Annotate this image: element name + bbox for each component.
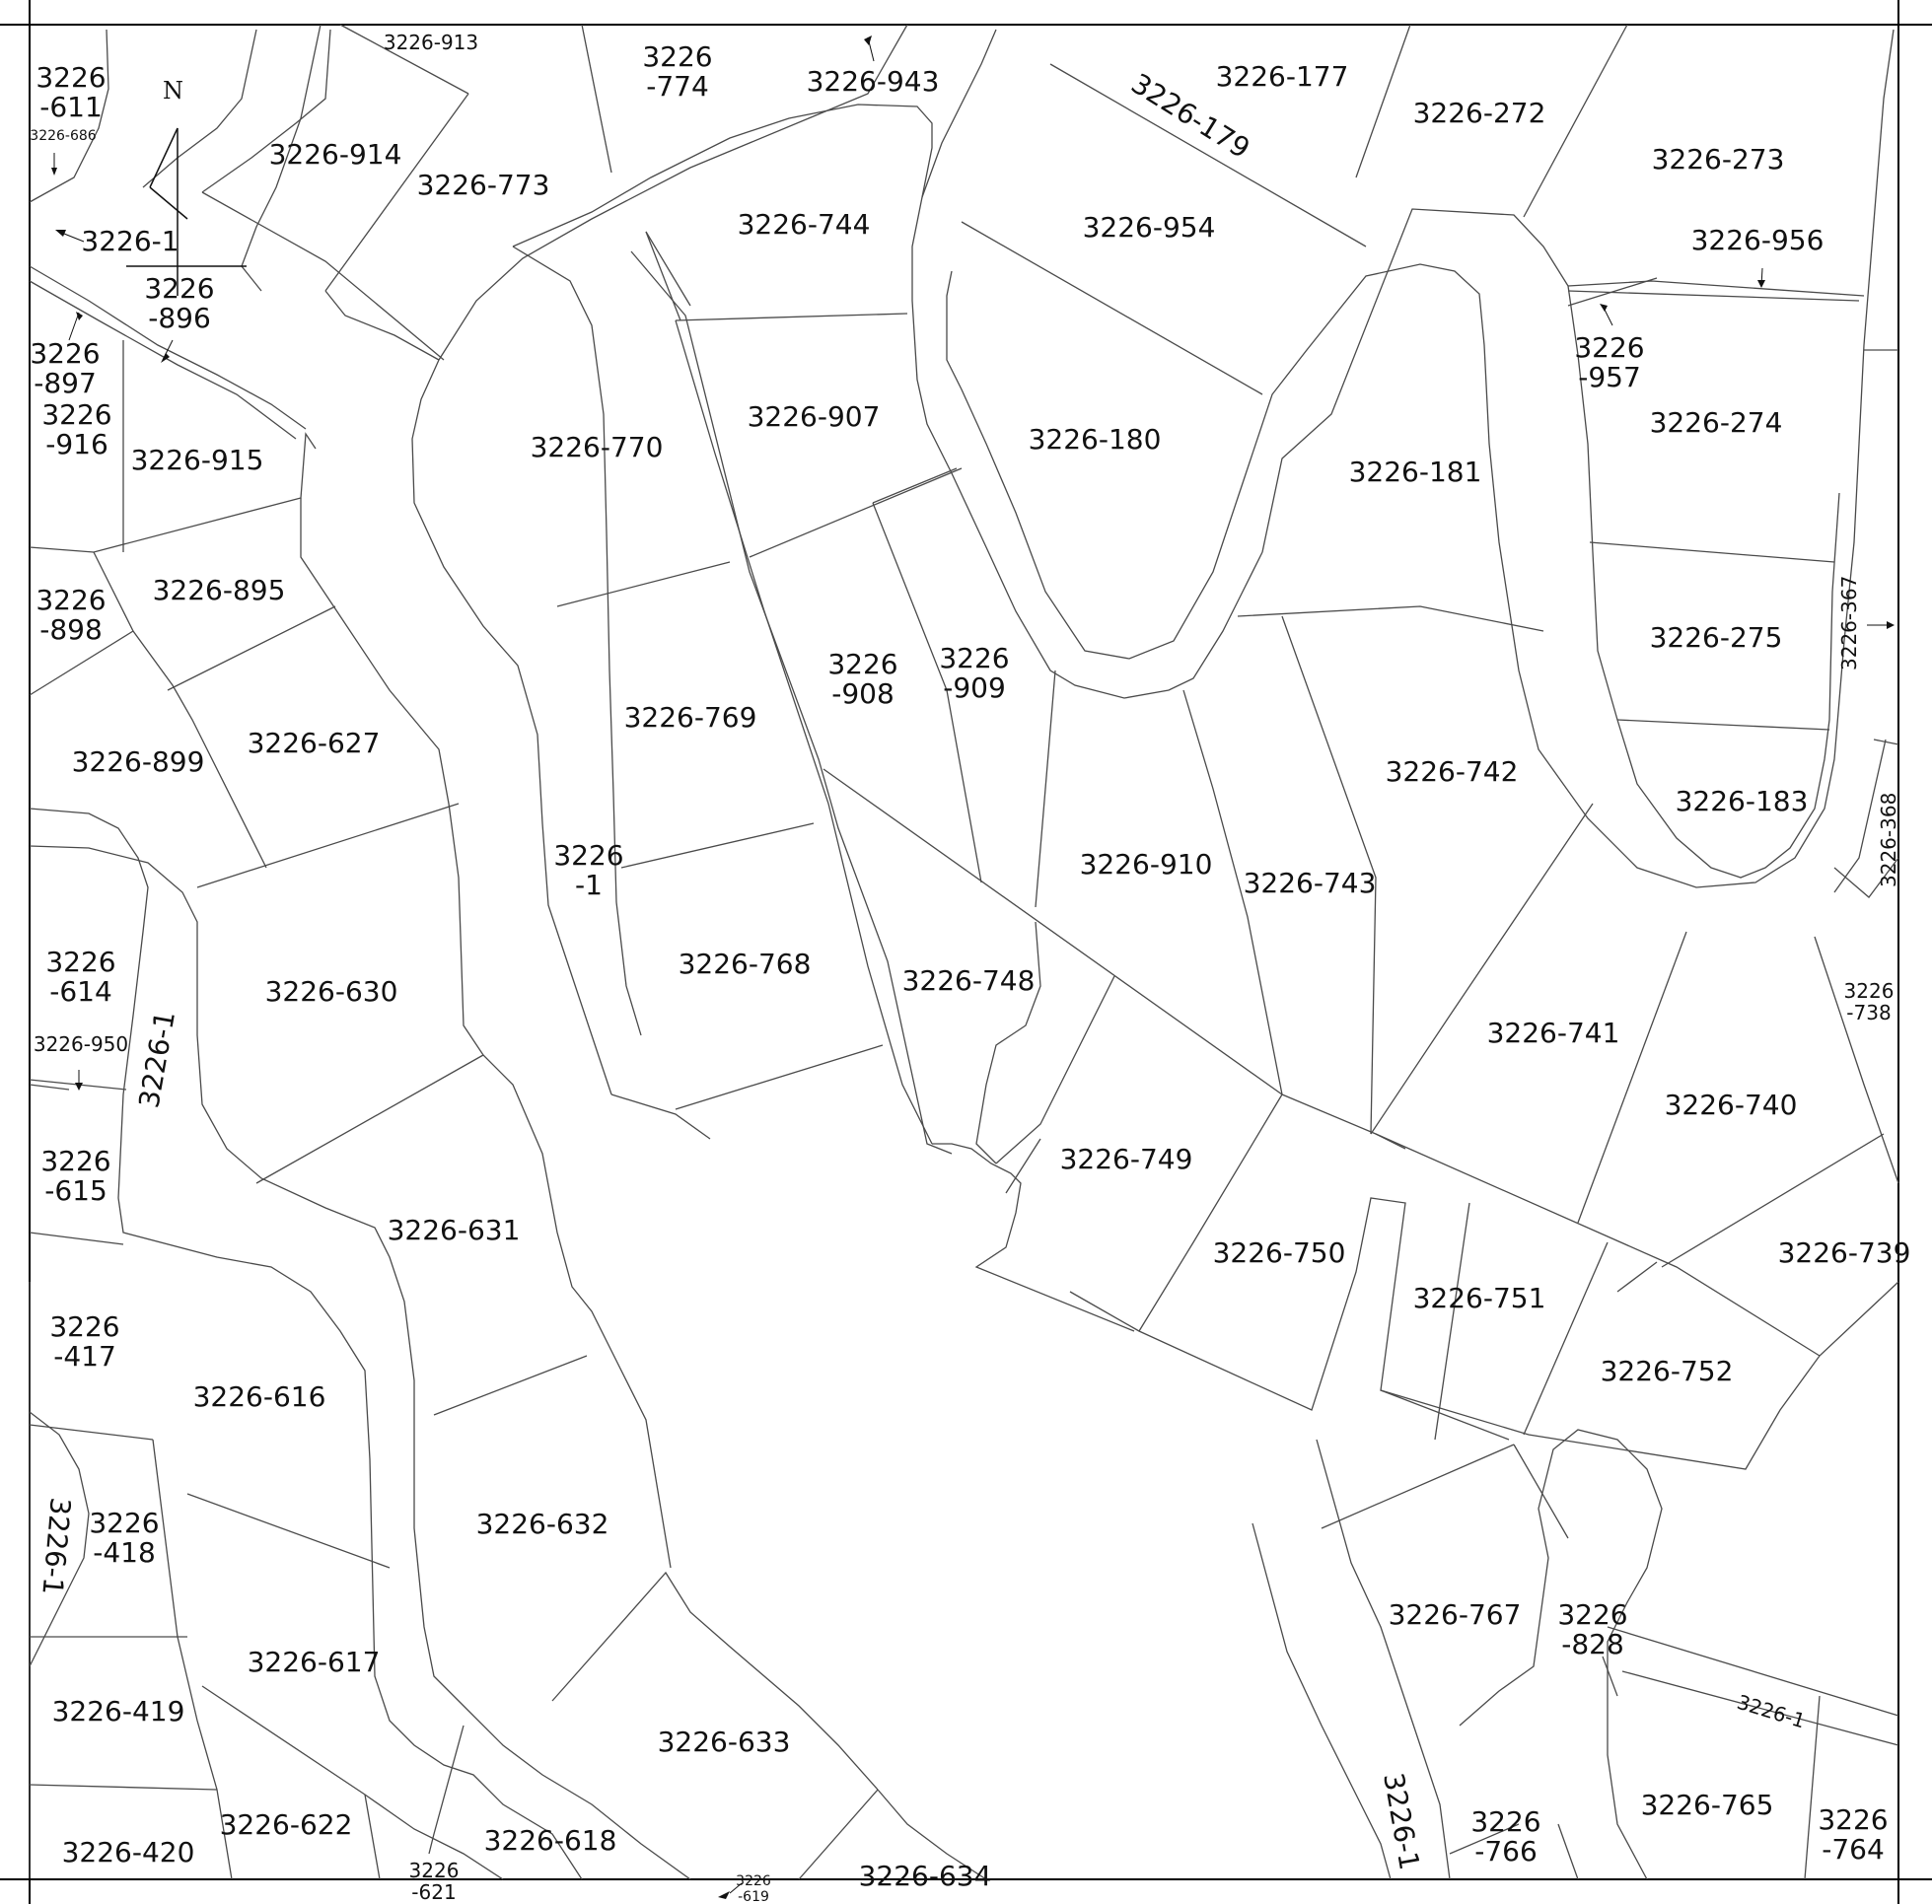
- label-leaders: [51, 35, 1895, 1899]
- parcel-label: 3226-740: [1665, 1089, 1798, 1121]
- parcel-label: 3226-618: [484, 1824, 617, 1857]
- parcel-label: 3226 -619: [736, 1873, 771, 1904]
- parcel-label: 3226-622: [220, 1808, 353, 1841]
- parcel-label: 3226 -908: [827, 648, 897, 710]
- parcel-label: 3226-616: [193, 1380, 326, 1413]
- north-label: N: [163, 77, 183, 105]
- parcel-label: 3226-1: [81, 225, 179, 257]
- parcel-label: 3226 -916: [41, 398, 111, 460]
- parcel-label: 3226-181: [1349, 456, 1482, 488]
- parcel-label: 3226-895: [153, 574, 286, 606]
- parcel-label: 3226-751: [1413, 1282, 1546, 1314]
- parcel-label: 3226 -614: [45, 946, 115, 1008]
- parcel-label: 3226-750: [1213, 1236, 1346, 1269]
- parcel-label: 3226-275: [1650, 621, 1783, 654]
- parcel-label: 3226-633: [658, 1726, 791, 1758]
- parcel-label: 3226-956: [1691, 224, 1825, 256]
- parcel-label: 3226 -418: [89, 1507, 159, 1569]
- parcel-label: 3226-742: [1386, 755, 1519, 788]
- parcel-label: 3226-368: [1877, 793, 1900, 887]
- parcel-label: 3226-910: [1080, 848, 1213, 881]
- parcel-label: 3226-419: [52, 1695, 185, 1728]
- parcel-label: 3226-741: [1487, 1017, 1620, 1049]
- parcel-label: 3226 -909: [939, 642, 1009, 704]
- parcel-label: 3226-1: [553, 839, 623, 901]
- parcel-label: 3226-630: [265, 975, 398, 1008]
- parcel-label: 3226 -615: [40, 1145, 110, 1207]
- parcel-label: 3226 -898: [36, 584, 106, 646]
- parcel-label: 3226-915: [131, 444, 264, 476]
- parcel-label: 3226 -611: [36, 61, 106, 123]
- parcel-label: 3226-627: [248, 727, 381, 759]
- parcel-boundaries: [29, 24, 1899, 1880]
- parcel-label: 3226-744: [738, 208, 871, 241]
- road-boundaries: [29, 24, 1899, 1880]
- parcel-label: 3226-420: [62, 1836, 195, 1869]
- parcel-label: 3226-769: [624, 701, 757, 734]
- parcel-label: 3226 -621: [409, 1859, 460, 1904]
- parcel-label: 3226 -766: [1470, 1805, 1540, 1868]
- parcel-label: 3226-180: [1029, 423, 1162, 456]
- parcel-label: 3226-274: [1650, 406, 1783, 439]
- parcel-label: 3226-748: [902, 964, 1036, 997]
- parcel-label: 3226-768: [679, 948, 812, 980]
- parcel-label: 3226-752: [1601, 1355, 1734, 1387]
- parcel-label: 3226-770: [531, 431, 664, 463]
- parcel-label: 3226-686: [30, 128, 96, 144]
- parcel-label: 3226-634: [859, 1860, 992, 1892]
- parcel-label: 3226 -417: [49, 1310, 119, 1373]
- parcel-label: 3226-632: [476, 1508, 609, 1540]
- parcel-labels: 3226 -611 3226-686 3226-913 3226-914 3226…: [30, 31, 1910, 1904]
- parcel-label: 3226 -828: [1557, 1598, 1627, 1660]
- parcel-label: 3226-954: [1083, 211, 1216, 244]
- parcel-label: 3226-367: [1837, 576, 1861, 670]
- parcel-label: 3226-913: [384, 31, 478, 54]
- parcel-label: 3226-743: [1244, 867, 1377, 899]
- parcel-label: 3226 -738: [1844, 979, 1895, 1024]
- parcel-label: 3226-773: [417, 169, 550, 201]
- parcel-label: 3226-631: [388, 1214, 521, 1246]
- parcel-label: 3226-765: [1641, 1789, 1774, 1821]
- parcel-label: 3226-617: [248, 1646, 381, 1678]
- parcel-label: 3226-739: [1778, 1236, 1911, 1269]
- parcel-label: 3226-907: [748, 400, 881, 433]
- parcel-label: 3226-273: [1652, 143, 1785, 176]
- parcel-label: 3226-767: [1389, 1598, 1522, 1631]
- parcel-label: 3226-914: [269, 138, 402, 171]
- parcel-label: 3226-943: [807, 65, 940, 98]
- parcel-label: 3226-899: [72, 745, 205, 778]
- parcel-label: 3226-272: [1413, 97, 1546, 129]
- parcel-label: 3226-177: [1216, 60, 1349, 93]
- compass-rose: N: [126, 77, 247, 296]
- parcel-label: 3226-183: [1676, 785, 1809, 817]
- parcel-label: 3226-749: [1060, 1143, 1193, 1175]
- parcel-label: 3226 -957: [1574, 331, 1644, 393]
- parcel-label: 3226 -774: [642, 40, 712, 103]
- parcel-label: 3226 -896: [144, 272, 214, 334]
- parcel-label: 3226 -897: [30, 337, 100, 399]
- parcel-label: 3226 -764: [1818, 1803, 1888, 1866]
- parcel-label: 3226-950: [34, 1032, 128, 1056]
